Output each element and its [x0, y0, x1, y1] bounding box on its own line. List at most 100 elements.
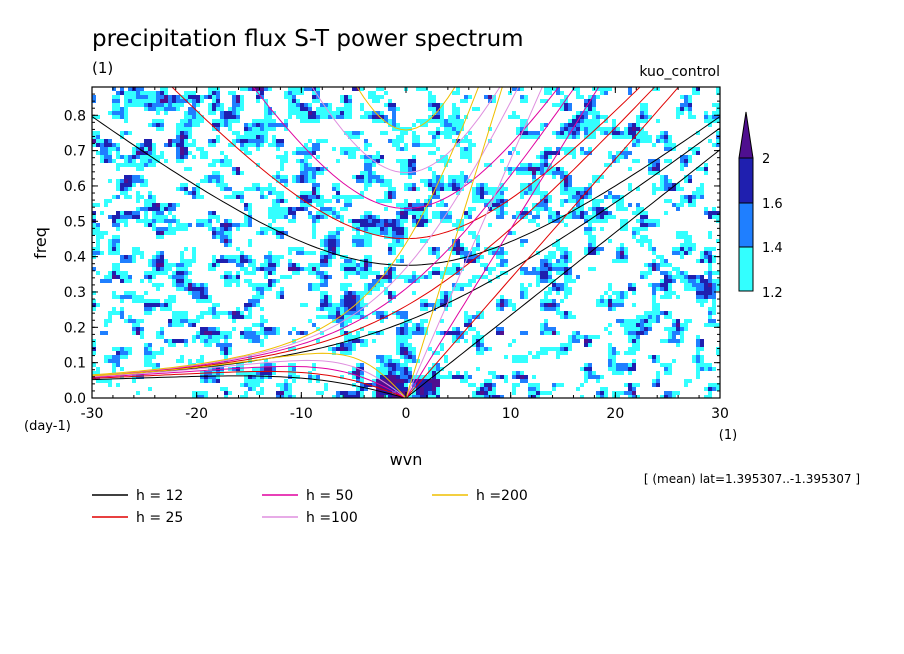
heat-cell: [108, 379, 112, 383]
heat-cell: [208, 263, 212, 267]
heat-cell: [516, 359, 520, 363]
heat-cell: [416, 139, 420, 143]
heat-cell: [296, 87, 300, 91]
heat-cell: [392, 223, 396, 227]
heat-cell: [260, 391, 264, 395]
heat-cell: [584, 131, 588, 135]
heat-cell: [676, 247, 680, 251]
heat-cell: [288, 111, 292, 115]
heat-cell: [260, 331, 264, 335]
heat-cell: [264, 319, 268, 323]
heat-cell: [360, 175, 364, 179]
heat-cell: [452, 271, 456, 275]
heat-cell: [152, 271, 156, 275]
heat-cell: [476, 391, 480, 395]
heat-cell: [400, 167, 404, 171]
heat-cell: [480, 275, 484, 279]
heat-cell: [144, 359, 148, 363]
heat-cell: [664, 263, 668, 267]
heat-cell: [252, 371, 256, 375]
heat-cell: [560, 99, 564, 103]
heat-cell: [356, 391, 360, 395]
heat-cell: [380, 367, 384, 371]
heat-cell: [700, 259, 704, 263]
heat-cell: [416, 275, 420, 279]
heat-cell: [564, 283, 568, 287]
heat-cell: [304, 159, 308, 163]
heat-cell: [104, 159, 108, 163]
heat-cell: [156, 95, 160, 99]
heat-cell: [644, 271, 648, 275]
heat-cell: [268, 111, 272, 115]
heat-cell: [140, 143, 144, 147]
heat-cell: [96, 227, 100, 231]
heat-cell: [364, 227, 368, 231]
heat-cell: [576, 135, 580, 139]
heat-cell: [276, 203, 280, 207]
heat-cell: [652, 359, 656, 363]
heat-cell: [580, 123, 584, 127]
heat-cell: [384, 311, 388, 315]
heat-cell: [244, 127, 248, 131]
heat-cell: [668, 291, 672, 295]
heat-cell: [648, 311, 652, 315]
heat-cell: [292, 215, 296, 219]
heat-cell: [520, 239, 524, 243]
chart-title: precipitation flux S-T power spectrum: [92, 26, 524, 52]
heat-cell: [616, 367, 620, 371]
heat-cell: [652, 163, 656, 167]
heat-cell: [124, 275, 128, 279]
heat-cell: [700, 299, 704, 303]
heat-cell: [672, 331, 676, 335]
heat-cell: [216, 339, 220, 343]
heat-cell: [520, 291, 524, 295]
heat-cell: [112, 195, 116, 199]
heat-cell: [204, 291, 208, 295]
heat-cell: [92, 303, 96, 307]
heat-cell: [476, 335, 480, 339]
heat-cell: [360, 271, 364, 275]
heat-cell: [104, 379, 108, 383]
heat-cell: [236, 227, 240, 231]
heat-cell: [480, 191, 484, 195]
heat-cell: [384, 367, 388, 371]
heat-cell: [444, 135, 448, 139]
heat-cell: [204, 287, 208, 291]
heat-cell: [504, 375, 508, 379]
heat-cell: [120, 91, 124, 95]
heat-cell: [628, 203, 632, 207]
heat-cell: [708, 259, 712, 263]
heat-cell: [396, 235, 400, 239]
heat-cell: [548, 287, 552, 291]
heat-cell: [160, 307, 164, 311]
heat-cell: [464, 215, 468, 219]
heat-cell: [576, 207, 580, 211]
heat-cell: [152, 255, 156, 259]
heat-cell: [560, 271, 564, 275]
heat-cell: [340, 287, 344, 291]
heat-cell: [280, 139, 284, 143]
heat-cell: [256, 87, 260, 91]
heat-cell: [364, 211, 368, 215]
heat-cell: [380, 315, 384, 319]
heat-cell: [652, 287, 656, 291]
heat-cell: [356, 219, 360, 223]
heat-cell: [444, 291, 448, 295]
heat-cell: [460, 155, 464, 159]
heat-cell: [196, 195, 200, 199]
heat-cell: [228, 351, 232, 355]
heat-cell: [560, 283, 564, 287]
heat-cell: [580, 95, 584, 99]
heat-cell: [408, 275, 412, 279]
heat-cell: [500, 271, 504, 275]
heat-cell: [352, 223, 356, 227]
heat-cell: [468, 231, 472, 235]
heat-cell: [548, 91, 552, 95]
heat-cell: [596, 203, 600, 207]
y-tick-label: 0.2: [64, 320, 86, 336]
heat-cell: [432, 191, 436, 195]
heat-cell: [436, 135, 440, 139]
heat-cell: [156, 267, 160, 271]
heat-cell: [236, 195, 240, 199]
heat-cell: [436, 271, 440, 275]
